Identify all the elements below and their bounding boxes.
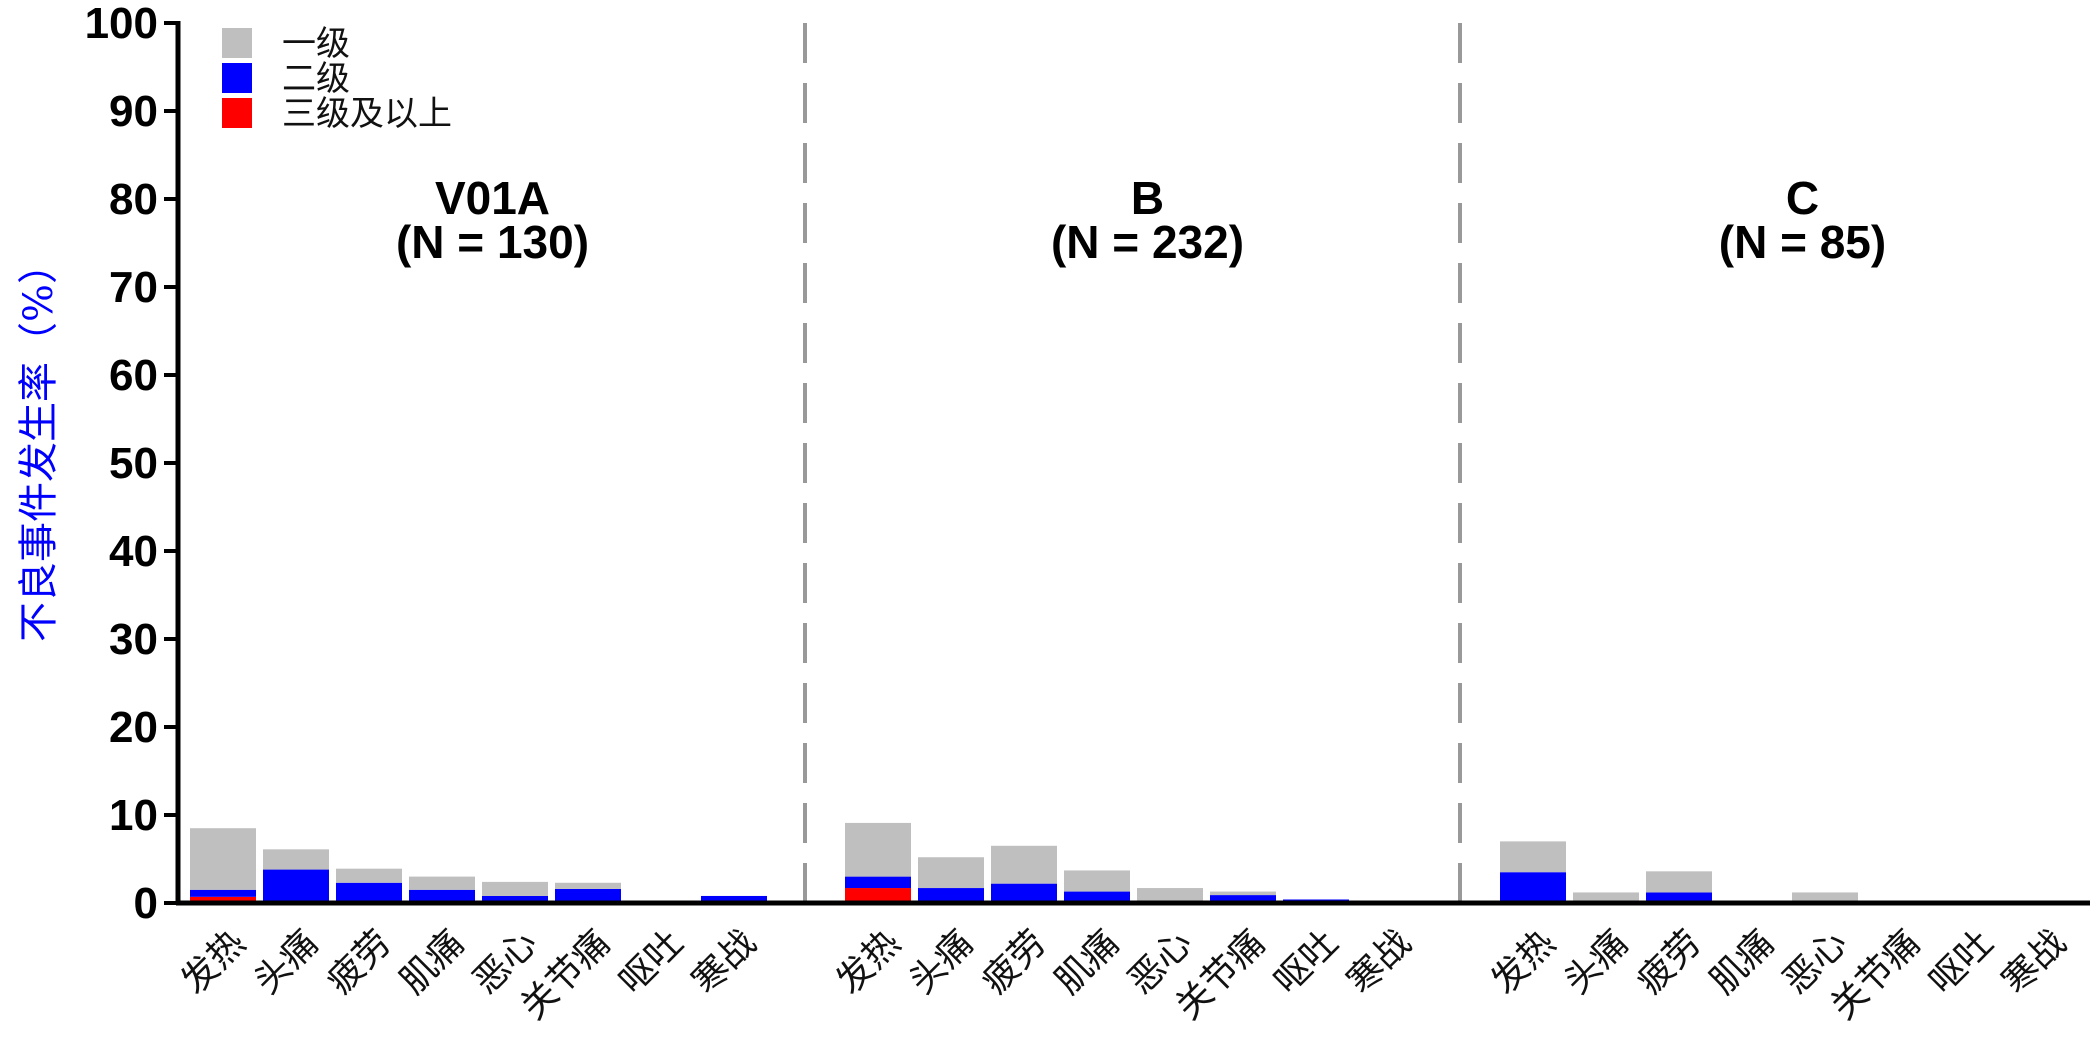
panel-subtitle: (N = 85) xyxy=(1719,216,1886,268)
category-label: 头痛 xyxy=(1556,922,1636,1002)
bar-segment xyxy=(1210,895,1276,903)
category-label: 寒战 xyxy=(684,922,764,1002)
bar-segment xyxy=(190,889,256,897)
category-label: 发热 xyxy=(828,922,908,1002)
bar-segment xyxy=(1064,870,1130,892)
y-tick-label: 70 xyxy=(109,263,158,312)
category-label: 发热 xyxy=(1483,922,1563,1002)
legend-swatch xyxy=(222,63,252,93)
bar-segment xyxy=(482,881,548,896)
bar-segment xyxy=(845,876,911,889)
category-label: 疲劳 xyxy=(319,922,399,1002)
bar-segment xyxy=(1646,871,1712,893)
y-tick-label: 90 xyxy=(109,87,158,136)
category-label: 发热 xyxy=(173,922,253,1002)
bar-segment xyxy=(190,828,256,890)
y-tick-label: 10 xyxy=(109,791,158,840)
panel-title: C xyxy=(1786,172,1819,224)
bar-segment xyxy=(409,889,475,903)
bar-segment xyxy=(190,896,256,903)
panel-title: B xyxy=(1131,172,1164,224)
category-label: 呕吐 xyxy=(1266,922,1346,1002)
legend-swatch xyxy=(222,28,252,58)
y-tick-label: 0 xyxy=(134,879,158,928)
category-label: 寒战 xyxy=(1994,922,2074,1002)
y-tick-label: 30 xyxy=(109,615,158,664)
bar-segment xyxy=(1500,872,1566,903)
y-tick-label: 100 xyxy=(85,0,158,48)
category-label: 疲劳 xyxy=(974,922,1054,1002)
bar-segment xyxy=(336,868,402,883)
y-tick-label: 40 xyxy=(109,527,158,576)
category-label: 头痛 xyxy=(901,922,981,1002)
category-label: 肌痛 xyxy=(1047,922,1127,1002)
bar-segment xyxy=(1573,892,1639,903)
y-tick-label: 60 xyxy=(109,351,158,400)
panel-subtitle: (N = 130) xyxy=(396,216,589,268)
y-axis-label: 不良事件发生率（%） xyxy=(16,244,62,642)
bar-segment xyxy=(336,882,402,903)
bar-segment xyxy=(1646,892,1712,903)
bar-segment xyxy=(991,845,1057,884)
legend-swatch xyxy=(222,98,252,128)
legend-label: 一级 xyxy=(282,24,350,64)
bar-segment xyxy=(991,883,1057,903)
bar-segment xyxy=(482,895,548,903)
y-tick-label: 80 xyxy=(109,175,158,224)
bar-segment xyxy=(1064,891,1130,903)
category-label: 疲劳 xyxy=(1629,922,1709,1002)
bar-segment xyxy=(1792,892,1858,903)
bar-segment xyxy=(555,888,621,903)
bar-segment xyxy=(263,849,329,870)
category-label: 头痛 xyxy=(246,922,326,1002)
legend-label: 三级及以上 xyxy=(282,94,452,134)
bar-segment xyxy=(555,882,621,889)
category-label: 寒战 xyxy=(1339,922,1419,1002)
bar-segment xyxy=(1500,841,1566,873)
category-label: 肌痛 xyxy=(1702,922,1782,1002)
category-label: 呕吐 xyxy=(1921,922,2001,1002)
bar-segment xyxy=(918,888,984,903)
bar-segment xyxy=(845,822,911,877)
y-tick-label: 20 xyxy=(109,703,158,752)
bar-segment xyxy=(1137,888,1203,903)
category-label: 呕吐 xyxy=(611,922,691,1002)
y-tick-label: 50 xyxy=(109,439,158,488)
bar-segment xyxy=(1210,891,1276,896)
panel-subtitle: (N = 232) xyxy=(1051,216,1244,268)
bar-segment xyxy=(263,869,329,903)
legend-label: 二级 xyxy=(282,59,350,99)
bar-segment xyxy=(845,888,911,903)
bar-segment xyxy=(701,895,767,903)
panel-title: V01A xyxy=(435,172,550,224)
category-label: 肌痛 xyxy=(392,922,472,1002)
bar-segment xyxy=(409,876,475,890)
bar-segment xyxy=(918,857,984,889)
